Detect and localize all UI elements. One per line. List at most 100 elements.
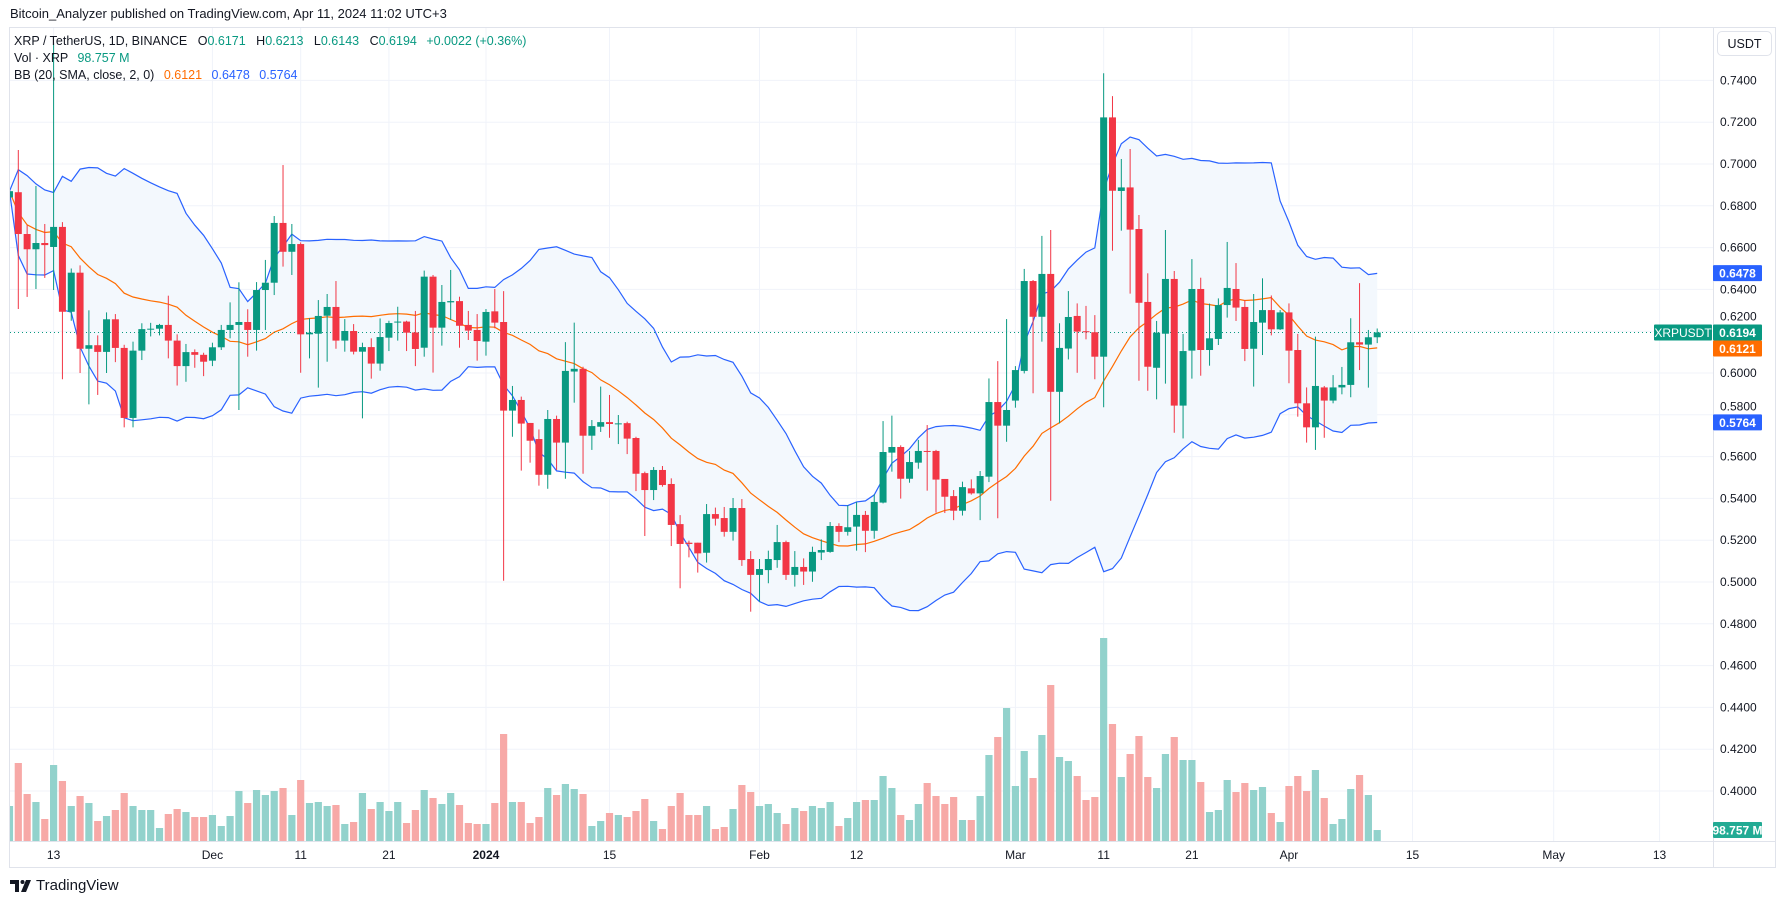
volume-bar	[667, 806, 675, 841]
volume-bar	[191, 817, 199, 841]
last-price-badge: 0.6194	[1719, 326, 1756, 340]
time-tick-label: 11	[294, 848, 307, 862]
volume-bar	[1223, 780, 1231, 841]
volume-bar	[173, 809, 181, 841]
candle	[420, 270, 428, 357]
volume-bar	[102, 816, 111, 841]
candle	[164, 295, 172, 359]
candle	[208, 342, 216, 367]
candle-body	[1232, 288, 1240, 308]
volume-bar	[588, 826, 596, 841]
candle	[923, 425, 931, 491]
tradingview-logo[interactable]: TradingView	[10, 877, 119, 894]
symbol-title[interactable]: XRP / TetherUS, 1D, BINANCE	[14, 34, 188, 48]
volume-bar	[782, 824, 790, 841]
candle	[1197, 277, 1205, 376]
candle	[111, 314, 119, 363]
bb-lower-badge: 0.5764	[1719, 416, 1756, 430]
volume-bar	[826, 802, 834, 841]
candle-body	[641, 473, 649, 491]
volume-bar	[314, 802, 322, 841]
candle	[103, 312, 111, 373]
candle	[1267, 295, 1275, 336]
candle	[279, 165, 287, 267]
volume-bar	[147, 810, 155, 841]
candle	[526, 422, 534, 463]
candle	[182, 343, 190, 382]
volume-bar	[561, 784, 569, 841]
candle-body	[1223, 287, 1231, 306]
tradingview-logo-icon	[10, 879, 31, 892]
candle-body	[553, 418, 561, 443]
candle-body	[1373, 332, 1381, 338]
candle-body	[844, 527, 852, 532]
volume-bar	[1250, 790, 1258, 841]
candle-body	[1056, 347, 1064, 392]
volume-bar	[438, 804, 446, 841]
low-value: 0.6143	[320, 34, 360, 48]
candle-body	[226, 324, 234, 330]
candle	[456, 296, 464, 348]
candle-body	[420, 276, 428, 348]
candle	[808, 546, 816, 582]
candle	[632, 436, 640, 492]
volume-bar	[1135, 736, 1143, 841]
candle	[429, 274, 437, 373]
volume-bar	[729, 809, 737, 841]
candle	[588, 420, 596, 450]
candle	[67, 268, 75, 321]
candle	[1188, 259, 1196, 379]
candle	[738, 499, 746, 566]
volume-label[interactable]: Vol · XRP	[14, 51, 68, 65]
candle	[958, 481, 966, 516]
candle	[473, 314, 481, 361]
candle	[641, 471, 649, 537]
candle-body	[482, 311, 490, 342]
candle	[570, 322, 578, 403]
currency-button[interactable]: USDT	[1717, 31, 1772, 56]
volume-bar	[473, 824, 481, 841]
candle-body	[94, 345, 102, 352]
volume-bar	[967, 820, 975, 841]
volume-bar	[1055, 757, 1064, 841]
candle-body	[411, 332, 419, 349]
bb-label[interactable]: BB (20, SMA, close, 2, 0)	[14, 68, 155, 82]
candle-body	[658, 469, 666, 486]
bb-upper-value: 0.6478	[211, 68, 250, 82]
candle-body	[1029, 281, 1037, 317]
candle-body	[535, 439, 543, 475]
bb-upper-badge: 0.6478	[1719, 267, 1756, 281]
candle	[1011, 366, 1019, 408]
volume-bar	[482, 824, 490, 841]
candle	[1223, 241, 1231, 318]
candle	[1082, 305, 1090, 340]
candle-body	[676, 524, 684, 544]
candle-body	[544, 418, 552, 475]
candle-body	[1153, 332, 1161, 368]
candle-body	[120, 347, 128, 418]
candle-body	[720, 518, 728, 532]
price-tick-label: 0.7400	[1720, 73, 1757, 87]
volume-bar	[429, 798, 437, 841]
candle-body	[1294, 350, 1302, 404]
axes: 0.7400 0.7200 0.7000 0.6800 0.6600 0.6400 0.62…	[10, 28, 1776, 868]
candle	[914, 439, 922, 469]
candle	[261, 259, 269, 330]
volume-bar	[1303, 791, 1311, 841]
candle-body	[738, 508, 746, 561]
volume-bar	[597, 821, 605, 841]
volume-bar	[1276, 822, 1284, 841]
candle-body	[853, 514, 861, 527]
volume-bar	[897, 815, 905, 841]
high-label: H	[256, 34, 266, 48]
candle-body	[1214, 305, 1222, 339]
price-tick-label: 0.4400	[1720, 700, 1757, 714]
bb-upper-line	[10, 136, 1378, 507]
candle-body	[67, 272, 75, 312]
publication-attribution: Bitcoin_Analyzer published on TradingVie…	[10, 6, 447, 21]
candle-body	[147, 328, 155, 330]
candle	[358, 342, 366, 419]
volume-bar	[1170, 737, 1178, 841]
candle	[1091, 315, 1099, 380]
